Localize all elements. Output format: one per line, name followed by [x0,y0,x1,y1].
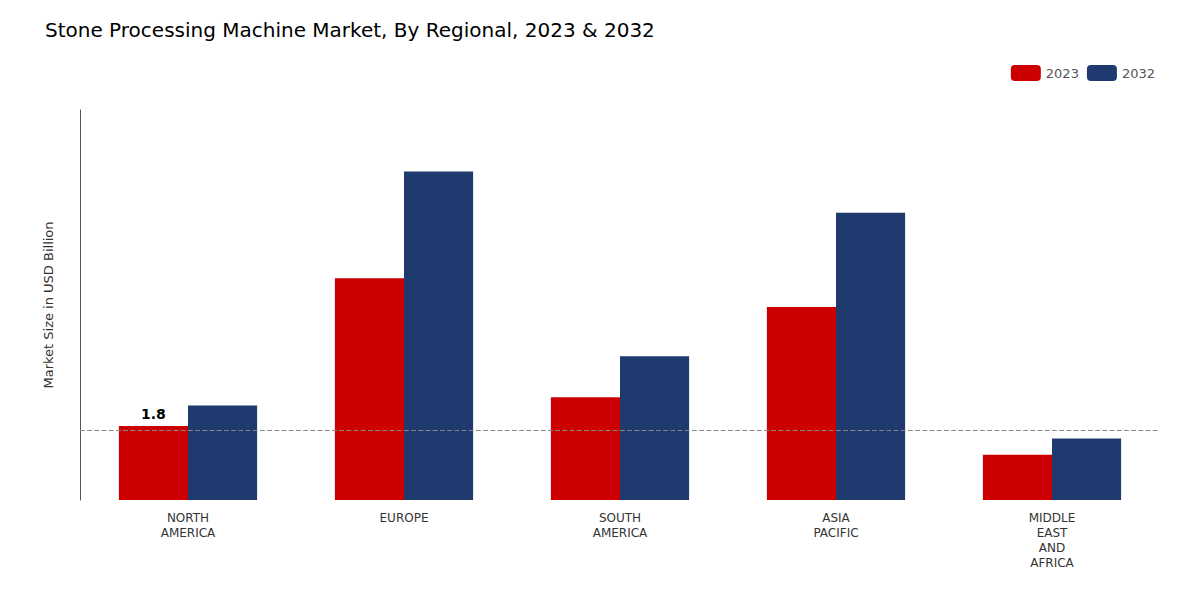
svg-text:1.8: 1.8 [141,406,166,422]
svg-text:ASIA: ASIA [822,511,850,525]
svg-text:AMERICA: AMERICA [161,526,216,540]
svg-text:2032: 2032 [1122,66,1155,81]
svg-text:SOUTH: SOUTH [599,511,641,525]
svg-text:PACIFIC: PACIFIC [813,526,858,540]
svg-text:MIDDLE: MIDDLE [1029,511,1076,525]
svg-text:EAST: EAST [1037,526,1068,540]
svg-text:Stone Processing Machine Marke: Stone Processing Machine Market, By Regi… [45,18,655,42]
svg-text:AFRICA: AFRICA [1030,556,1074,570]
svg-text:AND: AND [1039,541,1065,555]
svg-text:2023: 2023 [1046,66,1079,81]
svg-text:NORTH: NORTH [167,511,209,525]
svg-text:EUROPE: EUROPE [380,511,429,525]
svg-text:AMERICA: AMERICA [593,526,648,540]
svg-text:Market Size in USD Billion: Market Size in USD Billion [41,221,56,388]
